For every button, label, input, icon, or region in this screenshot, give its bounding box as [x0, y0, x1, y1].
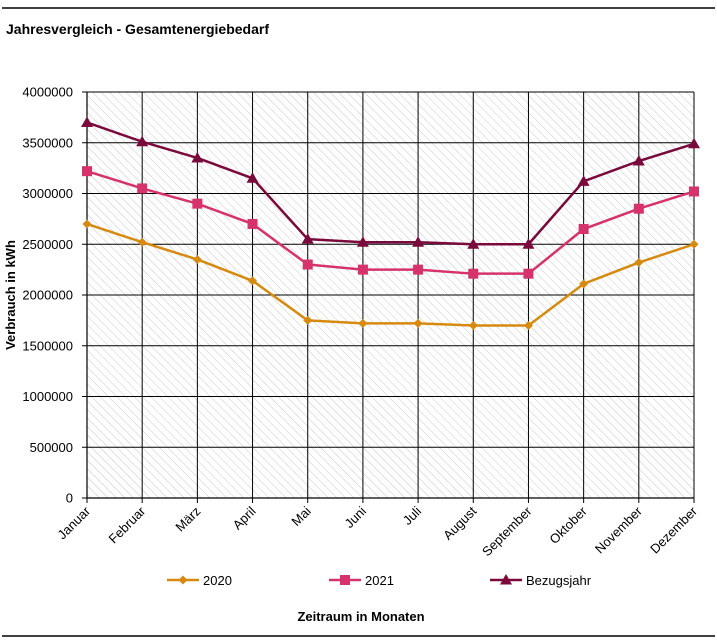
data-point-marker — [579, 279, 589, 289]
data-point-marker — [192, 254, 202, 264]
data-point-marker — [633, 203, 644, 214]
legend: 2020 2021 Bezugsjahr — [167, 573, 592, 588]
x-tick-label: März — [172, 504, 203, 535]
x-tick-label: Februar — [106, 503, 149, 546]
data-point-marker — [523, 320, 533, 330]
data-point-marker — [302, 259, 313, 270]
data-point-marker — [82, 166, 92, 177]
data-point-marker — [413, 264, 424, 275]
series-line — [86, 121, 695, 246]
x-tick-label: Januar — [54, 503, 93, 542]
data-point-marker — [467, 238, 480, 249]
data-point-marker — [301, 233, 314, 244]
data-point-marker — [191, 151, 204, 163]
y-tick-label: 1000000 — [22, 389, 73, 404]
y-tick-label: 3500000 — [22, 135, 73, 150]
series-2021 — [82, 166, 699, 279]
legend-label: Bezugsjahr — [526, 573, 592, 588]
x-tick-label: September — [479, 503, 535, 559]
data-point-marker — [523, 268, 534, 279]
data-point-marker — [412, 236, 425, 247]
data-point-marker — [136, 135, 149, 147]
data-point-marker — [137, 183, 148, 194]
y-tick-label: 2000000 — [22, 288, 73, 303]
data-point-marker — [689, 239, 699, 249]
data-point-marker — [246, 172, 259, 183]
legend-label: 2020 — [203, 573, 232, 588]
data-point-marker — [468, 268, 479, 279]
x-axis-label: Zeitraum in Monaten — [297, 609, 424, 624]
data-point-marker — [689, 186, 699, 197]
x-tick-label: November — [592, 503, 645, 556]
y-tick-label: 500000 — [30, 440, 73, 455]
y-tick-label: 4000000 — [22, 85, 73, 100]
legend-swatch-marker — [178, 575, 188, 585]
series-2020 — [82, 219, 699, 330]
x-tick-labels: Januar Februar März April Mai Juni Juli August S… — [54, 503, 700, 559]
data-point-marker — [192, 198, 203, 209]
data-point-marker — [413, 318, 423, 328]
data-point-marker — [688, 137, 700, 149]
data-point-marker — [303, 315, 313, 325]
series-lines — [81, 116, 700, 330]
x-tick-label: Dezember — [647, 503, 700, 556]
y-axis-label: Verbrauch in kWh — [3, 240, 18, 350]
y-tick-labels: 0 500000 1000000 1500000 2000000 2500000 30000… — [22, 85, 73, 506]
data-point-marker — [81, 116, 93, 127]
legend-swatch-marker — [500, 574, 512, 585]
x-tick-label: Juni — [342, 503, 370, 531]
data-point-marker — [82, 219, 92, 229]
x-tick-label: Juli — [400, 503, 424, 527]
data-point-marker — [247, 218, 258, 229]
y-tick-label: 2500000 — [22, 237, 73, 252]
data-point-marker — [356, 236, 369, 247]
x-tick-label: April — [230, 503, 259, 532]
data-point-marker — [577, 175, 590, 186]
legend-entry: 2021 — [329, 573, 394, 588]
series-line — [86, 169, 695, 275]
y-tick-label: 1500000 — [22, 338, 73, 353]
y-tick-label: 0 — [66, 491, 73, 506]
x-tick-label: August — [440, 503, 479, 542]
data-point-marker — [578, 224, 589, 235]
axes — [82, 91, 695, 503]
series-line — [86, 222, 695, 327]
legend-label: 2021 — [365, 573, 394, 588]
legend-entry: 2020 — [167, 573, 232, 588]
data-point-marker — [248, 276, 258, 286]
data-point-marker — [632, 155, 645, 166]
x-tick-label: Oktober — [546, 503, 590, 547]
data-point-marker — [634, 258, 644, 268]
chart-title: Jahresvergleich - Gesamtenergiebedarf — [6, 21, 269, 37]
data-point-marker — [137, 237, 147, 247]
x-tick-label: Mai — [288, 503, 313, 528]
data-point-marker — [522, 238, 535, 249]
data-point-marker — [357, 264, 368, 275]
y-tick-label: 3000000 — [22, 186, 73, 201]
data-point-marker — [358, 318, 368, 328]
series-bezugsjahr — [81, 116, 700, 249]
data-point-marker — [468, 320, 478, 330]
grid-lines — [87, 91, 695, 498]
legend-entry: Bezugsjahr — [490, 573, 592, 588]
legend-swatch-marker — [340, 575, 350, 585]
